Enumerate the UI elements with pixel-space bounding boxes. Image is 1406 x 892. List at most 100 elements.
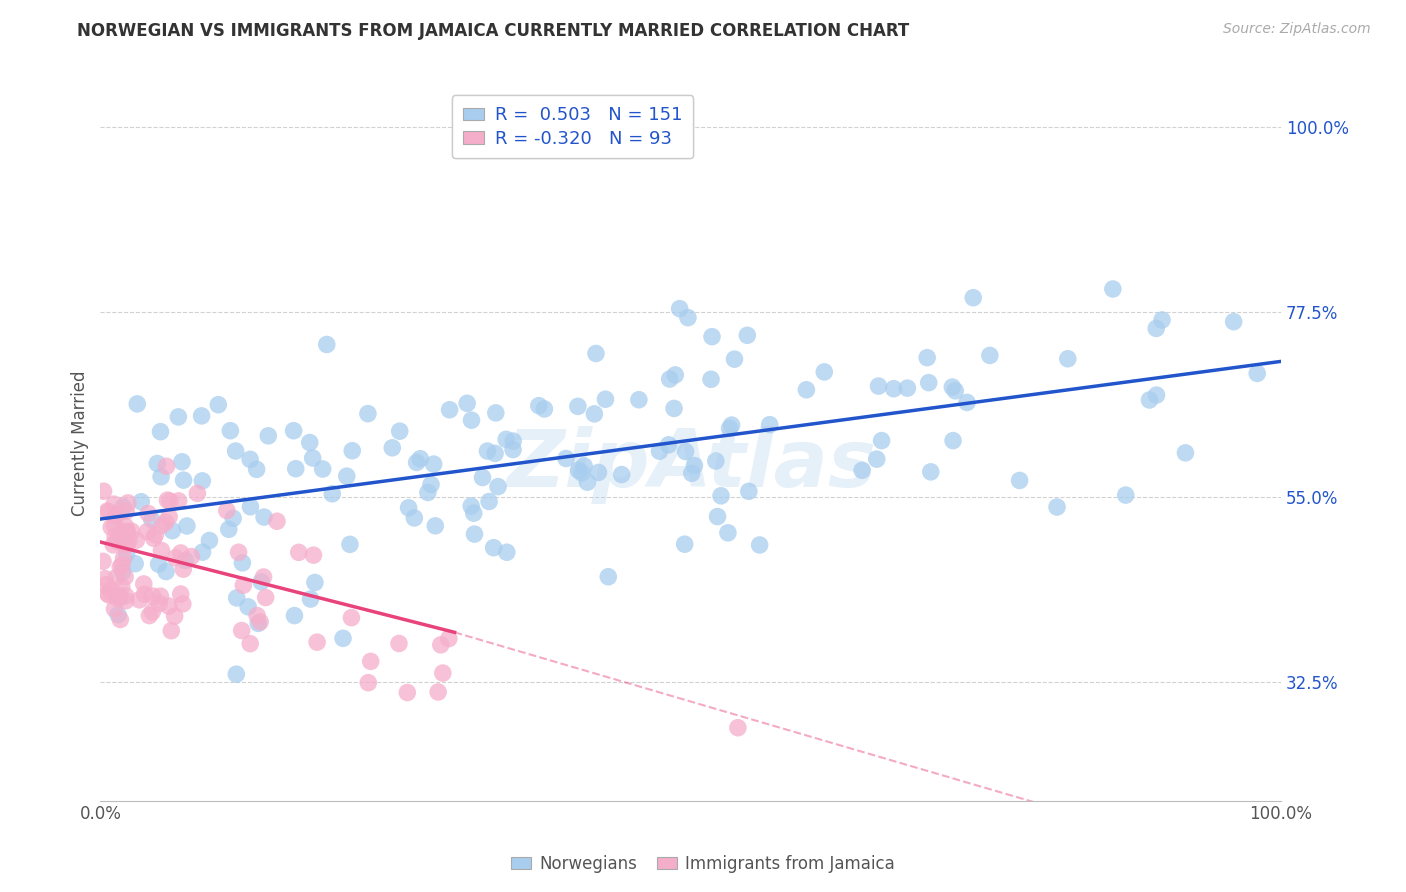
Point — [658, 372, 681, 386]
Point — [253, 510, 276, 524]
Text: ZipAtlas: ZipAtlas — [506, 425, 876, 504]
Point — [681, 467, 703, 481]
Point — [231, 556, 253, 570]
Point — [357, 407, 380, 421]
Point — [111, 525, 134, 540]
Point — [571, 466, 593, 480]
Point — [700, 329, 723, 343]
Point — [302, 548, 325, 562]
Point — [167, 409, 190, 424]
Point — [136, 507, 159, 521]
Point — [758, 417, 780, 432]
Point — [340, 610, 363, 624]
Point — [502, 442, 524, 457]
Point — [104, 509, 127, 524]
Point — [437, 632, 460, 646]
Point — [683, 458, 706, 473]
Point — [482, 541, 505, 555]
Point — [283, 608, 305, 623]
Point — [134, 587, 156, 601]
Point — [127, 397, 149, 411]
Point — [148, 557, 170, 571]
Point — [360, 654, 382, 668]
Point — [595, 392, 617, 407]
Point — [610, 467, 633, 482]
Point — [398, 500, 420, 515]
Point — [114, 519, 136, 533]
Point — [218, 522, 240, 536]
Point — [150, 469, 173, 483]
Point — [91, 554, 114, 568]
Point — [284, 461, 307, 475]
Point — [155, 515, 177, 529]
Point — [477, 444, 499, 458]
Point — [246, 608, 269, 623]
Point — [215, 503, 238, 517]
Point — [1056, 351, 1078, 366]
Point — [868, 379, 890, 393]
Point — [471, 470, 494, 484]
Point — [943, 384, 966, 398]
Point — [388, 424, 411, 438]
Point — [232, 578, 254, 592]
Point — [676, 310, 699, 325]
Point — [1174, 446, 1197, 460]
Point — [228, 545, 250, 559]
Point — [150, 543, 173, 558]
Point — [105, 534, 128, 549]
Point — [463, 527, 485, 541]
Point — [585, 346, 607, 360]
Point — [942, 434, 965, 448]
Point — [432, 666, 454, 681]
Point — [155, 565, 177, 579]
Point — [174, 553, 197, 567]
Point — [555, 451, 578, 466]
Point — [456, 396, 478, 410]
Point — [231, 624, 253, 638]
Point — [339, 537, 361, 551]
Point — [416, 485, 439, 500]
Point — [420, 477, 443, 491]
Point — [124, 557, 146, 571]
Point — [648, 444, 671, 458]
Point — [388, 636, 411, 650]
Point — [103, 538, 125, 552]
Point — [94, 572, 117, 586]
Point — [941, 380, 963, 394]
Point — [132, 577, 155, 591]
Point — [299, 592, 322, 607]
Point — [107, 607, 129, 622]
Point — [111, 558, 134, 572]
Point — [239, 500, 262, 514]
Point — [422, 457, 444, 471]
Point — [155, 459, 177, 474]
Point — [112, 550, 135, 565]
Point — [162, 524, 184, 538]
Point — [141, 513, 163, 527]
Point — [170, 455, 193, 469]
Point — [100, 520, 122, 534]
Point — [298, 435, 321, 450]
Point — [111, 565, 134, 579]
Point — [311, 462, 333, 476]
Point — [172, 597, 194, 611]
Point — [141, 605, 163, 619]
Point — [157, 599, 180, 613]
Point — [1115, 488, 1137, 502]
Point — [94, 578, 117, 592]
Point — [568, 463, 591, 477]
Point — [207, 398, 229, 412]
Point — [149, 425, 172, 439]
Point — [664, 368, 686, 382]
Point — [138, 608, 160, 623]
Point — [851, 463, 873, 477]
Legend: Norwegians, Immigrants from Jamaica: Norwegians, Immigrants from Jamaica — [505, 848, 901, 880]
Point — [246, 462, 269, 476]
Point — [238, 599, 260, 614]
Point — [668, 301, 690, 316]
Point — [148, 597, 170, 611]
Point — [170, 587, 193, 601]
Point — [254, 591, 277, 605]
Point — [301, 450, 323, 465]
Point — [96, 504, 118, 518]
